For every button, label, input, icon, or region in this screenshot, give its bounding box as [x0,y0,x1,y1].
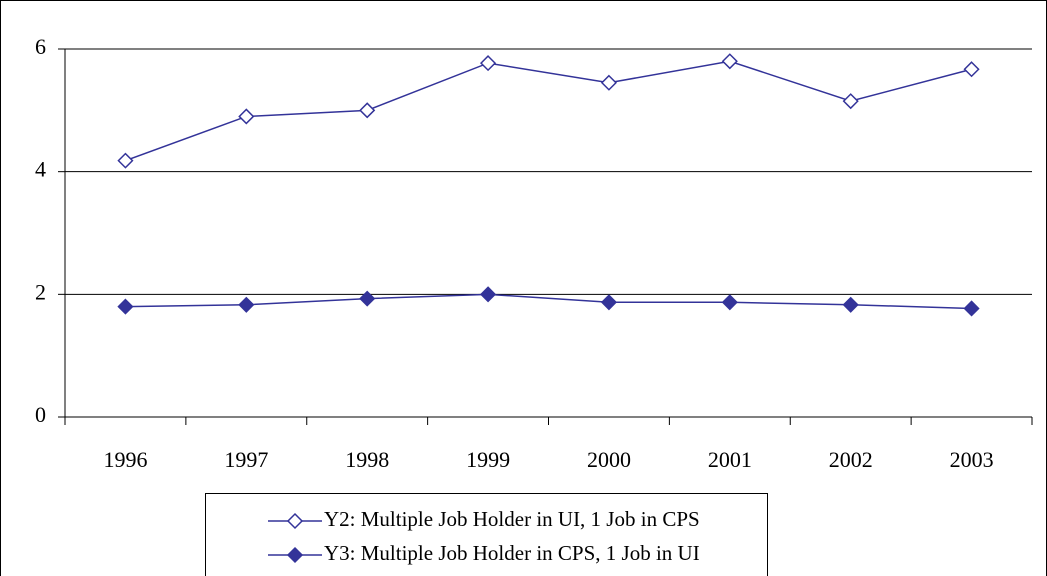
y-tick-label: 0 [35,402,46,427]
point-marker [963,300,980,317]
point-marker [117,298,134,315]
x-tick-label: 2000 [587,447,631,472]
y-tick-label: 6 [35,34,46,59]
legend-label: Y2: Multiple Job Holder in UI, 1 Job in … [324,507,700,531]
y-tick-label: 2 [35,279,46,304]
point-marker [480,286,497,303]
x-tick-label: 2002 [829,447,873,472]
point-marker [238,296,255,313]
x-tick-label: 2003 [950,447,994,472]
point-marker [359,290,376,307]
x-tick-label: 2001 [708,447,752,472]
x-tick-label: 1997 [224,447,268,472]
point-marker [480,55,497,72]
point-marker [117,152,134,169]
point-marker [842,93,859,110]
series-line [125,60,972,162]
point-marker [721,294,738,311]
point-marker [600,74,617,91]
x-tick-label: 1996 [103,447,147,472]
legend-marker [286,546,304,564]
legend-marker [286,512,304,530]
x-tick-label: 1998 [345,447,389,472]
point-marker [600,294,617,311]
point-marker [359,102,376,119]
legend-label: Y3: Multiple Job Holder in CPS, 1 Job in… [324,541,700,565]
point-marker [963,61,980,78]
point-marker [238,108,255,125]
series-line [125,293,972,310]
point-marker [842,296,859,313]
y-tick-label: 4 [35,157,46,182]
legend-box [205,493,768,576]
x-tick-label: 1999 [466,447,510,472]
point-marker [721,53,738,70]
